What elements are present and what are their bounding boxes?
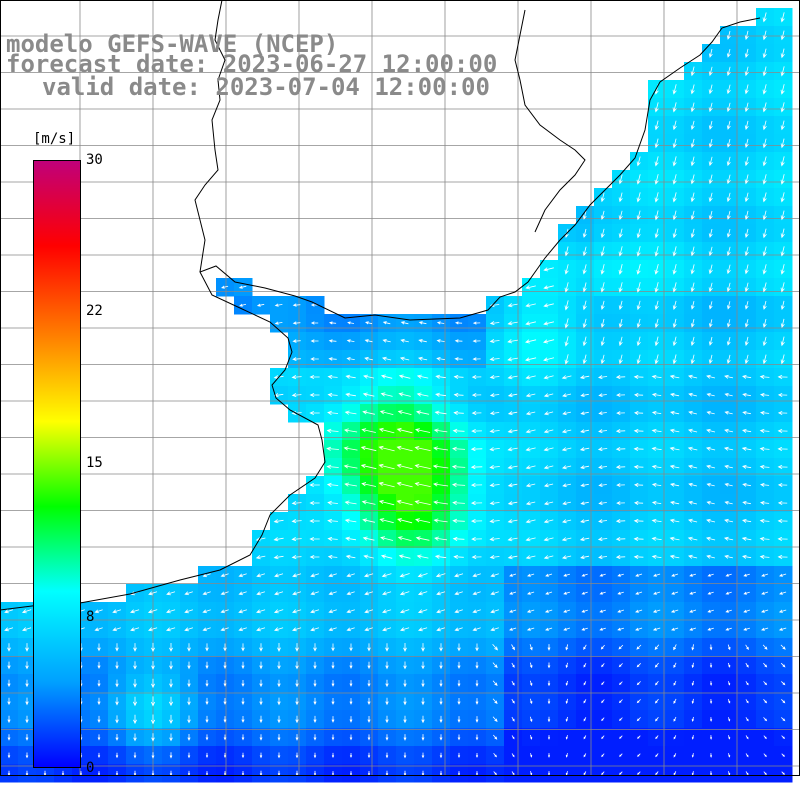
valid-date: valid date: 2023-07-04 12:00:00	[42, 73, 490, 101]
forecast-date: forecast date: 2023-06-27 12:00:00	[6, 50, 498, 78]
colorbar-tick-30: 30	[86, 152, 103, 168]
colorbar-tick-0: 0	[86, 760, 95, 776]
colorbar	[33, 160, 81, 768]
border-line-east	[514, 9, 586, 233]
wind-arrows	[4, 12, 788, 777]
model-title: modelo GEFS-WAVE (NCEP)	[6, 30, 339, 58]
coastline	[0, 17, 761, 611]
colorbar-tick-22: 22	[86, 303, 103, 319]
colorbar-tick-15: 15	[86, 455, 103, 471]
colorbar-tick-8: 8	[86, 609, 95, 625]
colorbar-unit: [m/s]	[33, 131, 76, 147]
border-line-west	[194, 0, 226, 273]
graticule	[0, 0, 800, 775]
